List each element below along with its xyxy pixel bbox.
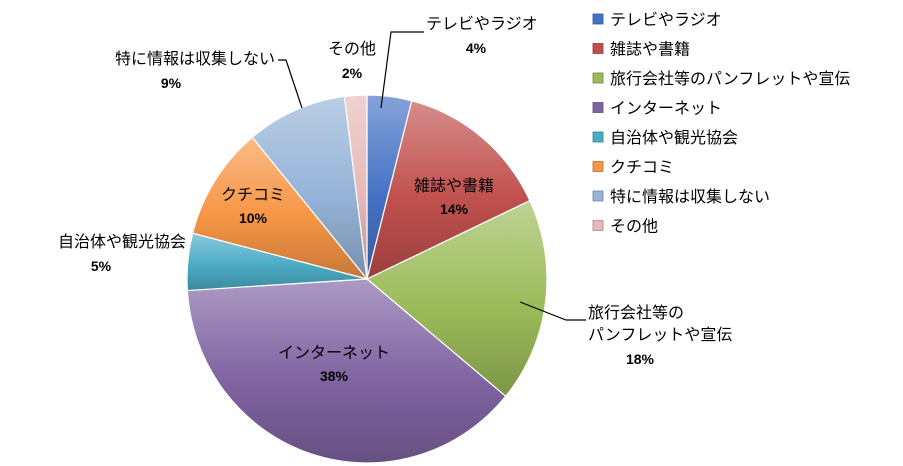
data-label-value-1: 4% [466,40,487,56]
legend-swatch-5 [592,131,604,143]
legend-label-6: クチコミ [610,158,674,177]
slice-6 [191,136,369,281]
legend: テレビやラジオ雑誌や書籍旅行会社等のパンフレットや宣伝インターネット自治体や観光… [592,10,850,236]
leader-line-1 [380,31,424,109]
leader-line-3 [519,301,586,321]
data-label-name-5: 自治体や観光協会 [58,232,186,251]
leader-lines [278,31,586,321]
data-label-name-2: 雑誌や書籍 [414,176,494,195]
data-label-name-8: その他 [328,39,376,58]
leader-line-7 [278,59,303,109]
pie-slices [186,94,548,464]
legend-swatch-8 [592,220,604,231]
data-label-value-5: 5% [91,258,112,274]
data-label-name-7: 特に情報は収集しない [115,49,275,68]
data-label-name-1: テレビやラジオ [426,14,538,33]
legend-label-3: 旅行会社等のパンフレットや宣伝 [610,69,850,88]
data-labels: テレビやラジオ 4% 雑誌や書籍 14% 旅行会社等のパンフレットや宣伝 18% インターネ… [58,14,732,384]
legend-label-5: 自治体や観光協会 [610,128,738,147]
legend-swatch-3 [592,72,604,84]
data-label-value-8: 2% [342,65,363,81]
legend-swatch-6 [592,161,604,172]
slice-2 [366,100,531,281]
data-label-value-4: 38% [320,368,349,384]
data-label-value-7: 9% [161,75,182,91]
slice-7 [251,95,368,282]
legend-swatch-1 [592,13,604,25]
data-label-name-3: 旅行会社等の [588,303,684,322]
data-label-value-3: 18% [626,351,655,367]
legend-label-2: 雑誌や書籍 [610,40,690,59]
slice-8 [343,94,368,280]
legend-swatch-2 [592,43,604,54]
slice-4 [186,278,507,464]
slice-3 [365,199,548,398]
data-label-value-2: 14% [440,201,469,217]
legend-swatch-7 [592,190,604,202]
legend-label-1: テレビやラジオ [610,10,722,29]
legend-swatch-4 [592,102,604,113]
legend-label-8: その他 [610,217,658,236]
data-label-name-6: クチコミ [221,185,285,204]
data-label-value-6: 10% [239,210,268,226]
legend-label-4: インターネット [610,99,722,118]
data-label-name-4: インターネット [278,343,390,362]
data-label-name-3: パンフレットや宣伝 [588,325,732,344]
legend-label-7: 特に情報は収集しない [610,187,770,206]
